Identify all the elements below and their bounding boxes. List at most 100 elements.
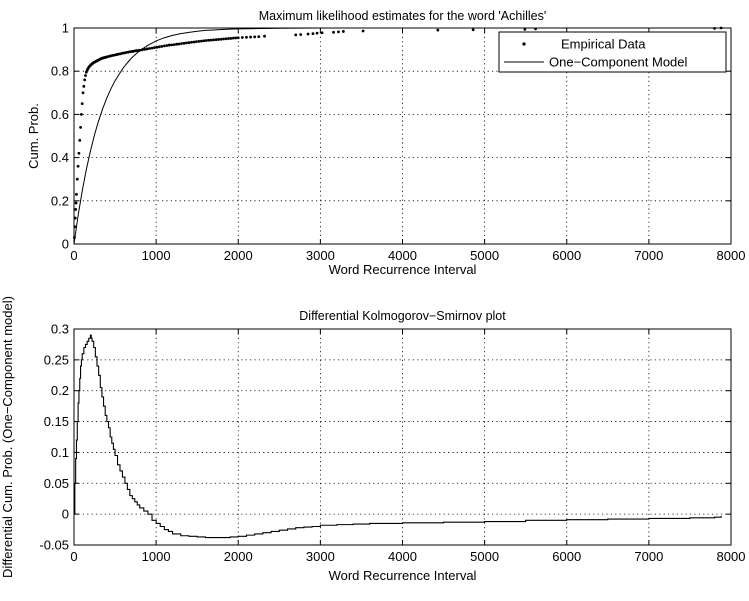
data-point [74, 201, 78, 205]
data-point [172, 43, 176, 47]
y-tick-label: -0.05 [39, 538, 69, 553]
data-point [83, 78, 87, 82]
y-axis-title: Differential Cum. Prob. (One−Component m… [0, 296, 15, 578]
x-axis-title: Word Recurrence Interval [329, 568, 477, 583]
x-tick-label: 3000 [306, 549, 335, 564]
data-point [185, 41, 188, 45]
data-point [194, 40, 198, 44]
x-tick-label: 0 [70, 248, 77, 263]
data-point [219, 37, 223, 41]
data-point [315, 31, 319, 35]
data-point [180, 42, 183, 45]
x-tick-label: 8000 [717, 248, 746, 263]
x-tick-label: 0 [70, 549, 77, 564]
data-point [294, 33, 298, 37]
data-point [167, 43, 171, 47]
data-point [240, 36, 244, 39]
data-point [436, 28, 440, 32]
data-point [224, 37, 228, 41]
series-ks-difference-line [74, 334, 722, 539]
y-tick-label: 0.05 [44, 476, 69, 491]
data-point [75, 192, 78, 196]
data-point [209, 38, 213, 42]
chart-panel-2: 0 1000 2000 3000 4000 5000 6000 7000 8000-0.0500… [0, 296, 745, 583]
legend-label-empirical: Empirical Data [561, 37, 646, 52]
data-point [226, 37, 230, 40]
data-point [253, 35, 257, 39]
y-tick-label: 0.2 [51, 383, 69, 398]
x-tick-label: 7000 [634, 248, 663, 263]
x-tick-label: 8000 [717, 549, 746, 564]
data-point [143, 47, 147, 51]
data-point [341, 30, 345, 33]
y-tick-label: 0 [62, 507, 69, 522]
data-point [175, 42, 179, 46]
data-point [170, 43, 174, 47]
x-tick-label: 7000 [634, 549, 663, 564]
data-point [153, 46, 156, 50]
data-point [207, 38, 211, 42]
y-tick-label: 0.4 [51, 150, 69, 165]
data-point [192, 40, 196, 44]
y-tick-label: 0.25 [44, 352, 69, 367]
data-point [187, 41, 191, 45]
y-axis-title: Cum. Prob. [26, 103, 41, 169]
x-tick-label: 2000 [224, 248, 253, 263]
y-tick-label: 0.2 [51, 193, 69, 208]
data-point [222, 37, 225, 41]
data-point [361, 29, 365, 33]
x-axis-title: Word Recurrence Interval [329, 262, 477, 277]
data-point [231, 36, 235, 40]
legend-label-model: One−Component Model [549, 55, 688, 70]
data-point [249, 35, 252, 39]
data-point [75, 177, 79, 181]
y-tick-label: 0.8 [51, 64, 69, 79]
data-point [182, 41, 186, 45]
legend: Empirical Data One−Component Model [498, 31, 727, 73]
data-point [245, 35, 248, 39]
x-tick-label: 5000 [470, 248, 499, 263]
chart-title: Maximum likelihood estimates for the wor… [259, 9, 547, 23]
data-point [78, 138, 82, 142]
data-point [81, 91, 85, 95]
x-tick-label: 1000 [142, 549, 171, 564]
legend-marker-dot [522, 42, 526, 46]
data-point [214, 38, 218, 42]
data-point [79, 125, 82, 129]
data-point [212, 38, 216, 42]
data-point [471, 28, 475, 32]
data-point [155, 45, 159, 49]
data-point [299, 33, 303, 36]
data-point [204, 39, 208, 42]
data-point [197, 39, 201, 43]
y-tick-label: 0.1 [51, 445, 69, 460]
y-tick-label: 1 [62, 21, 69, 36]
data-point [202, 39, 206, 43]
y-tick-label: 0.3 [51, 322, 69, 337]
data-point [523, 27, 527, 31]
data-point [311, 32, 315, 36]
data-point [234, 36, 238, 40]
data-point [190, 40, 193, 44]
data-point [257, 35, 261, 39]
data-point [79, 113, 83, 116]
data-point [162, 44, 166, 48]
x-tick-label: 1000 [142, 248, 171, 263]
x-tick-label: 5000 [470, 549, 499, 564]
data-point [165, 44, 169, 47]
data-point [332, 30, 335, 34]
data-point [320, 31, 324, 35]
data-point [145, 47, 149, 51]
data-point [229, 36, 233, 40]
data-point [82, 84, 86, 88]
legend-box [498, 31, 727, 73]
x-tick-label: 3000 [306, 248, 335, 263]
x-tick-label: 6000 [552, 248, 581, 263]
x-tick-label: 4000 [388, 248, 417, 263]
data-point [84, 70, 88, 74]
data-point [158, 45, 161, 49]
data-point [217, 38, 220, 41]
x-tick-label: 4000 [388, 549, 417, 564]
data-point [76, 164, 80, 168]
